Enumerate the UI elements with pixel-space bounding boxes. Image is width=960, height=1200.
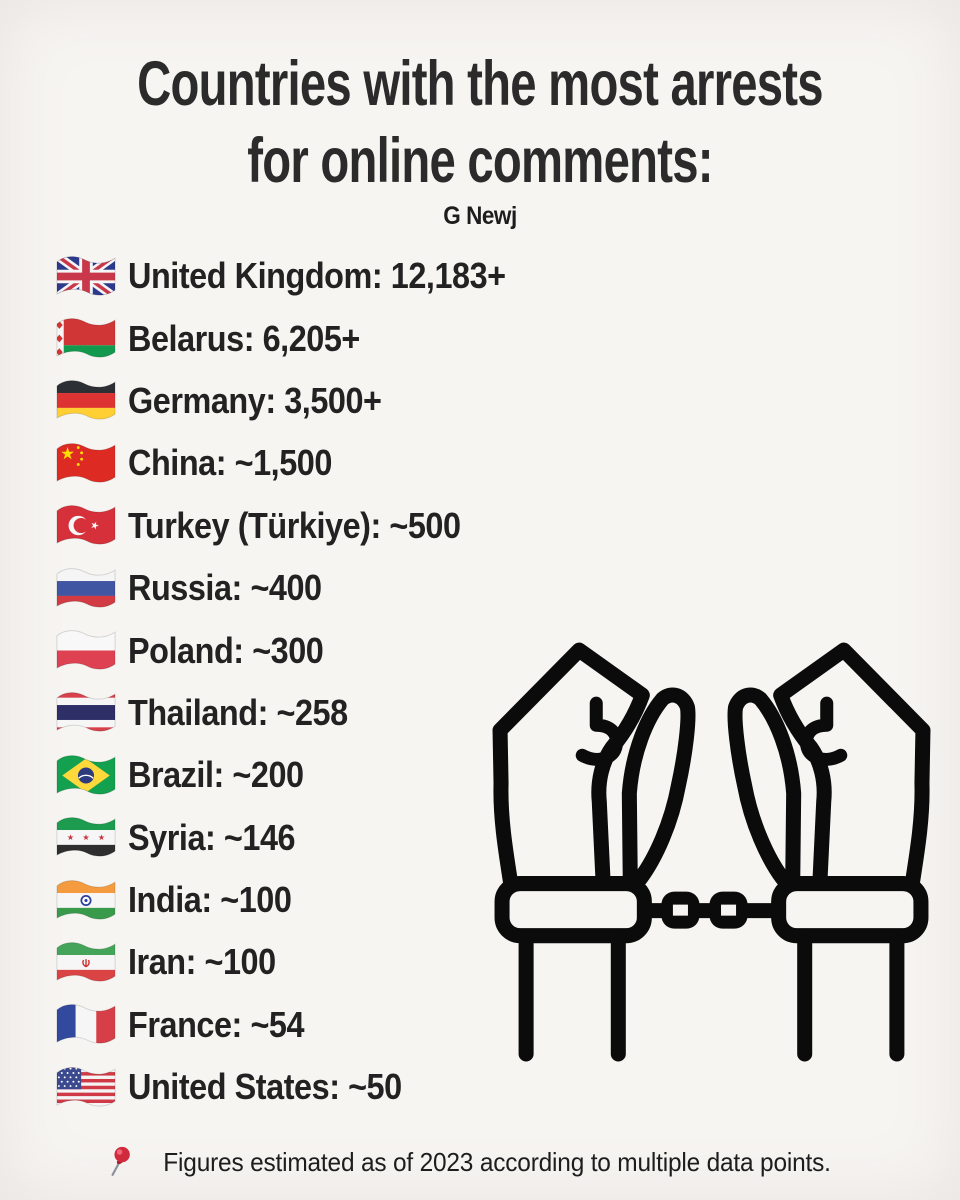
country-label: Syria: ~146 bbox=[128, 816, 296, 858]
iran-flag-icon bbox=[55, 940, 117, 985]
country-label: Thailand: ~258 bbox=[128, 691, 348, 733]
list-item-belarus: Belarus: 6,205+ bbox=[55, 307, 548, 369]
list-item-united-kingdom: United Kingdom: 12,183+ bbox=[55, 245, 548, 307]
country-label: United Kingdom: 12,183+ bbox=[128, 255, 506, 297]
list-item-germany: Germany: 3,500+ bbox=[55, 370, 548, 432]
china-flag-icon bbox=[55, 441, 117, 486]
list-item-united-states: United States: ~50 bbox=[55, 1056, 548, 1118]
country-label: China: ~1,500 bbox=[128, 442, 332, 484]
russia-flag-icon bbox=[55, 566, 117, 611]
handcuffed-fists-icon bbox=[478, 633, 945, 1066]
country-label: Brazil: ~200 bbox=[128, 754, 304, 796]
country-label: India: ~100 bbox=[128, 879, 292, 921]
title-line-2: for online comments: bbox=[247, 126, 713, 196]
title-line-1: Countries with the most arrests bbox=[137, 49, 823, 119]
country-label: Germany: 3,500+ bbox=[128, 379, 382, 421]
country-label: Iran: ~100 bbox=[128, 941, 276, 983]
belarus-flag-icon bbox=[55, 316, 117, 361]
list-item-brazil: Brazil: ~200 bbox=[55, 744, 548, 806]
brazil-flag-icon bbox=[55, 753, 117, 798]
country-label: Poland: ~300 bbox=[128, 629, 324, 671]
list-item-iran: Iran: ~100 bbox=[55, 931, 548, 993]
poland-flag-icon bbox=[55, 628, 117, 673]
turkey-flag-icon bbox=[55, 503, 117, 548]
list-item-poland: Poland: ~300 bbox=[55, 619, 548, 681]
pushpin-icon bbox=[107, 1145, 133, 1177]
list-item-india: India: ~100 bbox=[55, 869, 548, 931]
country-label: Belarus: 6,205+ bbox=[128, 317, 360, 359]
india-flag-icon bbox=[55, 878, 117, 923]
france-flag-icon bbox=[55, 1002, 117, 1047]
list-item-syria: Syria: ~146 bbox=[55, 807, 548, 869]
list-item-turkey: Turkey (Türkiye): ~500 bbox=[55, 495, 548, 557]
page-title: Countries with the most arrests for onli… bbox=[120, 46, 840, 200]
country-label: United States: ~50 bbox=[128, 1066, 402, 1108]
list-item-france: France: ~54 bbox=[55, 994, 548, 1056]
watermark: G Newj bbox=[443, 202, 517, 230]
footnote: Figures estimated as of 2023 according t… bbox=[0, 1146, 960, 1178]
country-list: United Kingdom: 12,183+ Belarus: 6,205+ bbox=[55, 245, 548, 1118]
united-kingdom-flag-icon bbox=[55, 254, 117, 299]
list-item-russia: Russia: ~400 bbox=[55, 557, 548, 619]
country-label: Russia: ~400 bbox=[128, 567, 322, 609]
country-label: Turkey (Türkiye): ~500 bbox=[128, 504, 461, 546]
united-states-flag-icon bbox=[55, 1065, 117, 1110]
syria-flag-icon bbox=[55, 815, 117, 860]
thailand-flag-icon bbox=[55, 690, 117, 735]
germany-flag-icon bbox=[55, 378, 117, 423]
list-item-china: China: ~1,500 bbox=[55, 432, 548, 494]
footnote-text: Figures estimated as of 2023 according t… bbox=[163, 1146, 832, 1177]
country-label: France: ~54 bbox=[128, 1003, 305, 1045]
list-item-thailand: Thailand: ~258 bbox=[55, 682, 548, 744]
